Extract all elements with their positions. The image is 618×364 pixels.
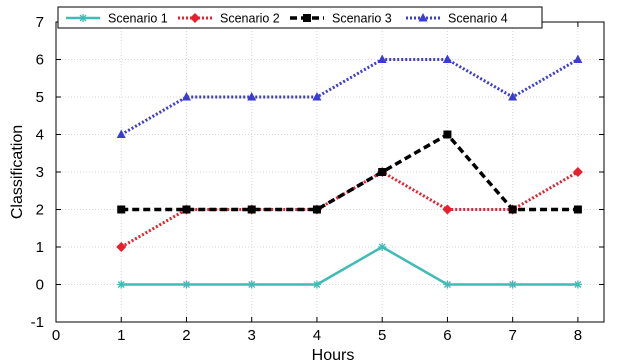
x-tick-label: 3: [248, 327, 256, 344]
legend-marker: [79, 14, 87, 22]
data-point: [116, 242, 127, 252]
data-point: [508, 205, 517, 214]
legend-label: Scenario 2: [220, 12, 280, 26]
y-tick-label: 2: [36, 202, 44, 219]
x-tick-label: 8: [574, 327, 582, 344]
data-point: [312, 92, 322, 101]
data-point: [182, 280, 191, 289]
series-line: [121, 132, 578, 212]
data-point: [247, 205, 256, 214]
legend-marker: [190, 13, 200, 23]
series-3: [117, 130, 582, 214]
data-point: [573, 54, 583, 63]
data-point: [508, 280, 517, 289]
data-point: [182, 205, 191, 214]
x-tick-label: 2: [182, 327, 190, 344]
y-tick-label: -1: [31, 314, 44, 331]
y-tick-label: 7: [36, 14, 44, 31]
y-tick-label: 6: [36, 52, 44, 69]
x-tick-label: 4: [313, 327, 321, 344]
series-line: [120, 58, 579, 136]
data-point: [572, 167, 583, 177]
data-point: [508, 92, 518, 101]
data-point: [247, 92, 257, 101]
legend-box: [57, 6, 543, 29]
data-point: [181, 92, 191, 101]
data-point: [378, 243, 387, 251]
data-point: [573, 205, 582, 214]
data-point: [442, 204, 453, 215]
data-point: [116, 129, 126, 138]
y-tick-label: 4: [36, 127, 44, 144]
data-point: [377, 54, 387, 63]
y-tick-label: 0: [36, 277, 44, 294]
legend-marker: [303, 14, 311, 22]
data-point: [443, 130, 452, 139]
axes: -1 0 1 2 3 4 5 6 7 0 1 2 3 4 5 6 7 8: [31, 14, 605, 344]
series-4: [116, 54, 583, 138]
data-point: [443, 280, 452, 289]
legend-label: Scenario 4: [448, 12, 508, 26]
legend-label: Scenario 3: [332, 12, 392, 26]
y-tick-label: 5: [36, 89, 44, 106]
x-tick-label: 5: [378, 327, 386, 344]
series-1: [117, 243, 582, 289]
data-point: [117, 205, 126, 214]
legend-item: Scenario 3: [290, 12, 392, 26]
data-point: [117, 280, 126, 289]
x-tick-label: 7: [508, 327, 516, 344]
series-lines: [116, 54, 583, 289]
data-point: [573, 280, 582, 289]
legend-item: Scenario 4: [406, 12, 508, 26]
legend-item: Scenario 2: [178, 12, 280, 26]
y-tick-label: 1: [36, 239, 44, 256]
legend-marker: [418, 13, 428, 22]
data-point: [312, 280, 321, 289]
y-tick-label: 3: [36, 164, 44, 181]
data-point: [247, 280, 256, 289]
data-point: [442, 54, 452, 63]
x-axis-label: Hours: [312, 347, 355, 364]
legend: Scenario 1 Scenario 2 Scenario 3 Scenario 4: [57, 6, 543, 29]
data-point: [378, 168, 387, 176]
y-axis-label: Classification: [9, 125, 26, 219]
data-point: [312, 205, 321, 214]
x-tick-label: 0: [52, 327, 60, 344]
x-tick-label: 1: [117, 327, 125, 344]
legend-label: Scenario 1: [108, 12, 168, 26]
legend-item: Scenario 1: [66, 12, 168, 26]
series-line: [121, 245, 578, 286]
x-tick-label: 6: [443, 327, 451, 344]
